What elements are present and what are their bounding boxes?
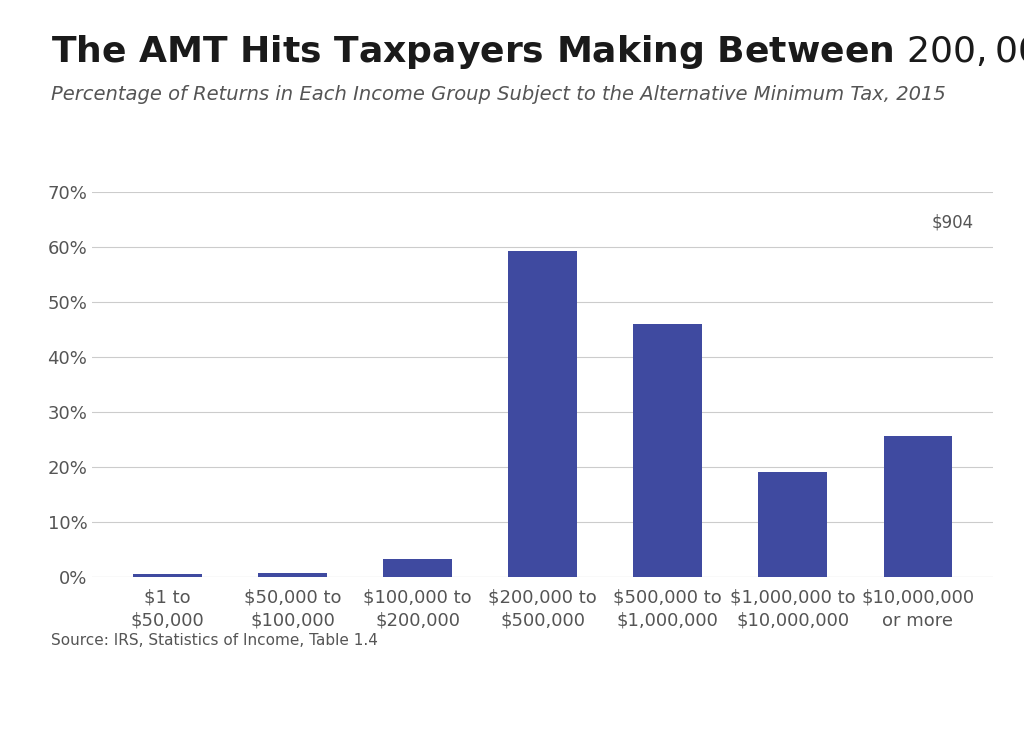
Bar xyxy=(383,559,452,577)
Text: TAX FOUNDATION: TAX FOUNDATION xyxy=(20,703,200,722)
Bar xyxy=(508,251,578,577)
Bar xyxy=(258,573,327,577)
Bar xyxy=(759,471,827,577)
Text: Percentage of Returns in Each Income Group Subject to the Alternative Minimum Ta: Percentage of Returns in Each Income Gro… xyxy=(51,85,946,104)
Text: @TaxFoundation: @TaxFoundation xyxy=(855,703,1004,722)
Text: Source: IRS, Statistics of Income, Table 1.4: Source: IRS, Statistics of Income, Table… xyxy=(51,633,378,648)
Text: The AMT Hits Taxpayers Making Between $200,000 and $500,000: The AMT Hits Taxpayers Making Between $2… xyxy=(51,33,1024,71)
Bar xyxy=(634,324,702,577)
Text: $904: $904 xyxy=(932,214,974,232)
Bar xyxy=(884,437,952,577)
Bar xyxy=(133,574,202,577)
